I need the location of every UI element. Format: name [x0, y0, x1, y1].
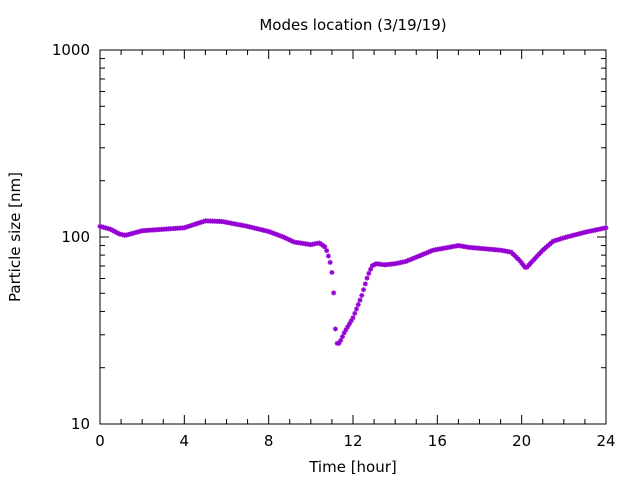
- data-point: [355, 302, 361, 308]
- data-point: [364, 275, 370, 281]
- x-axis-label: Time [hour]: [308, 458, 397, 476]
- data-point: [325, 253, 331, 259]
- y-tick-label: 10: [71, 415, 90, 433]
- data-point: [331, 290, 337, 296]
- x-tick-label: 12: [343, 432, 362, 450]
- axis-ticks: [99, 49, 607, 425]
- data-point: [352, 310, 358, 316]
- data-point: [338, 337, 344, 343]
- data-point: [350, 315, 356, 321]
- tick-labels: 0 4 8 12 16 20 24 10 100 1000: [52, 41, 616, 450]
- chart-title: Modes location (3/19/19): [259, 16, 446, 34]
- x-tick-label: 24: [596, 432, 615, 450]
- x-tick-label: 4: [180, 432, 190, 450]
- data-point: [322, 244, 328, 250]
- data-point: [361, 287, 367, 293]
- data-point: [339, 334, 345, 340]
- data-point: [354, 306, 360, 312]
- data-point: [357, 297, 363, 303]
- data-point: [324, 248, 330, 254]
- x-tick-label: 16: [428, 432, 447, 450]
- data-point: [332, 326, 338, 332]
- data-point: [359, 292, 365, 298]
- y-tick-label: 100: [61, 228, 90, 246]
- x-tick-label: 0: [95, 432, 105, 450]
- x-tick-label: 20: [512, 432, 531, 450]
- data-point: [329, 269, 335, 275]
- data-point: [348, 318, 354, 324]
- data-point: [366, 270, 372, 276]
- y-axis-label: Particle size [nm]: [6, 172, 24, 302]
- x-tick-label: 8: [264, 432, 274, 450]
- y-tick-label: 1000: [52, 41, 90, 59]
- data-point: [327, 259, 333, 265]
- data-points: [97, 218, 609, 346]
- plot-frame: [99, 49, 607, 425]
- data-point: [362, 281, 368, 287]
- data-point: [603, 225, 609, 231]
